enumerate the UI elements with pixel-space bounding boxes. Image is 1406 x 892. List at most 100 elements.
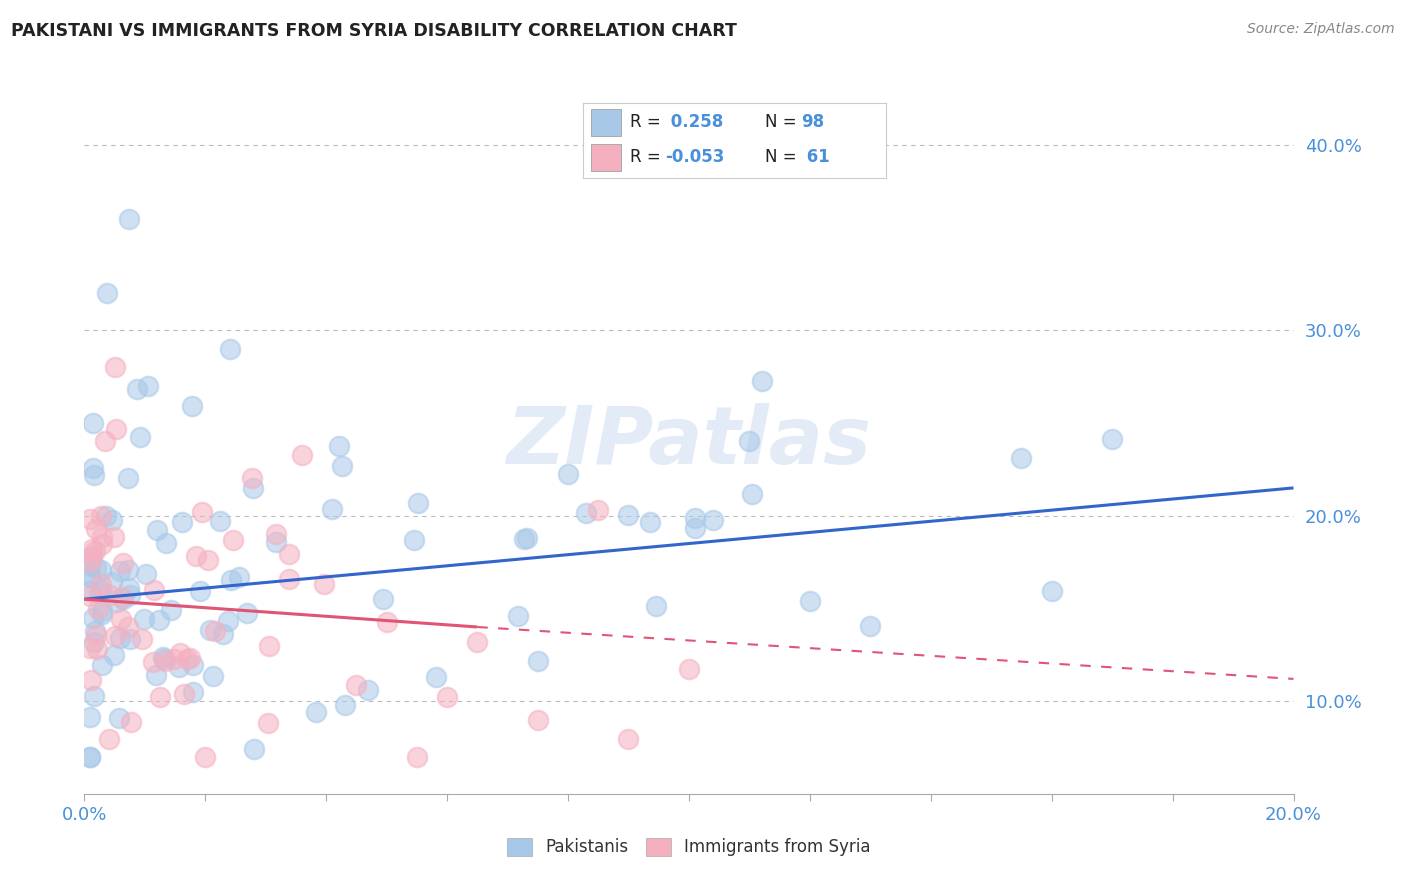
Point: [181, 658, 204, 673]
Point: [557, 467, 579, 482]
Point: [741, 487, 763, 501]
Point: [243, 742, 266, 756]
Point: [84, 561, 107, 575]
Point: [264, 535, 287, 549]
Point: [90, 658, 112, 673]
Point: [149, 690, 172, 705]
Point: [278, 547, 301, 561]
Point: [91, 530, 114, 544]
Point: [321, 501, 343, 516]
Point: [91, 607, 114, 621]
Point: [173, 687, 195, 701]
Point: [117, 471, 139, 485]
Point: [1101, 432, 1123, 446]
Point: [104, 629, 127, 643]
Point: [1011, 451, 1033, 466]
Point: [291, 448, 314, 462]
Point: [375, 615, 398, 629]
Point: [406, 749, 429, 764]
Point: [617, 508, 640, 522]
Point: [91, 537, 114, 551]
Point: [167, 660, 190, 674]
Point: [236, 606, 259, 620]
Point: [219, 342, 242, 356]
Point: [184, 549, 207, 563]
Point: [103, 530, 125, 544]
Point: [112, 557, 135, 571]
Point: [228, 569, 250, 583]
Point: [242, 481, 264, 495]
Point: [98, 588, 121, 602]
Point: [79, 709, 101, 723]
FancyBboxPatch shape: [591, 144, 621, 171]
Point: [79, 749, 101, 764]
Point: [104, 360, 127, 375]
Point: [436, 690, 458, 705]
Point: [678, 662, 700, 676]
Point: [79, 558, 101, 572]
Point: [129, 430, 152, 444]
Point: [79, 570, 101, 584]
Point: [145, 523, 167, 537]
Point: [357, 683, 380, 698]
Point: [83, 634, 105, 648]
Point: [79, 749, 101, 764]
Point: [96, 509, 118, 524]
Point: [79, 570, 101, 584]
Text: -0.053: -0.053: [665, 148, 724, 166]
Point: [79, 589, 101, 603]
Text: 61: 61: [801, 148, 830, 166]
Text: R =: R =: [630, 148, 661, 166]
Point: [516, 531, 538, 545]
Point: [467, 635, 489, 649]
Point: [93, 434, 115, 449]
Point: [181, 400, 204, 414]
Point: [84, 624, 107, 638]
Point: [79, 550, 101, 565]
Point: [240, 471, 263, 485]
Text: Source: ZipAtlas.com: Source: ZipAtlas.com: [1247, 22, 1395, 37]
Point: [170, 515, 193, 529]
Point: [103, 648, 125, 662]
Point: [101, 574, 124, 589]
Point: [335, 698, 357, 712]
Point: [217, 614, 239, 628]
Point: [83, 544, 105, 558]
Point: [82, 611, 104, 625]
Point: [155, 535, 177, 549]
Point: [751, 374, 773, 388]
Point: [117, 212, 139, 227]
Text: 98: 98: [801, 113, 824, 131]
Text: N =: N =: [765, 113, 796, 131]
Point: [110, 612, 132, 626]
Point: [179, 651, 201, 665]
Point: [617, 731, 640, 746]
Point: [738, 434, 761, 449]
Point: [222, 533, 245, 548]
Point: [190, 583, 212, 598]
Point: [118, 588, 141, 602]
Point: [257, 640, 280, 654]
Point: [90, 577, 112, 591]
Point: [193, 749, 215, 764]
Point: [117, 564, 139, 578]
Text: N =: N =: [765, 148, 796, 166]
Point: [87, 586, 110, 600]
Point: [683, 520, 706, 534]
Point: [330, 459, 353, 474]
Point: [1040, 584, 1063, 599]
Point: [80, 549, 103, 563]
Point: [104, 422, 127, 436]
Point: [79, 584, 101, 599]
Point: [142, 655, 165, 669]
Point: [169, 646, 191, 660]
Point: [111, 591, 134, 606]
Point: [406, 496, 429, 510]
Point: [152, 650, 174, 665]
Point: [132, 612, 155, 626]
Point: [640, 516, 662, 530]
Point: [176, 651, 198, 665]
Point: [86, 642, 108, 657]
Point: [136, 379, 159, 393]
Point: [799, 594, 821, 608]
